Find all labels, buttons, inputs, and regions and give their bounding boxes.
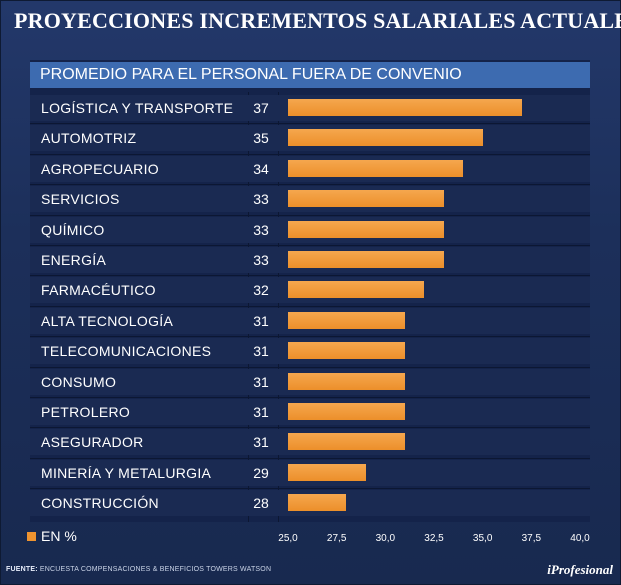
- bar: [288, 129, 483, 147]
- bar: [288, 159, 464, 177]
- value-label: 31: [253, 312, 269, 329]
- chart-title: PROYECCIONES INCREMENTOS SALARIALES ACTU…: [14, 8, 621, 33]
- bar: [288, 372, 405, 390]
- value-label: 29: [253, 464, 269, 481]
- x-tick-label: 27,5: [326, 533, 347, 544]
- column-separator: [278, 92, 279, 522]
- row-divider: [30, 245, 590, 246]
- value-label: 33: [253, 221, 269, 238]
- category-label: MINERÍA Y METALURGIA: [41, 464, 212, 481]
- x-tick-label: 25,0: [278, 533, 298, 544]
- category-label: ALTA TECNOLOGÍA: [41, 312, 174, 329]
- value-label: 31: [253, 343, 269, 360]
- x-tick-label: 35,0: [472, 533, 493, 544]
- legend-swatch: [27, 532, 36, 541]
- category-label: CONSTRUCCIÓN: [41, 495, 159, 512]
- bar: [288, 433, 405, 451]
- row-divider: [30, 397, 590, 398]
- brand-logo: iProfesional: [547, 562, 613, 577]
- bar: [288, 220, 444, 238]
- column-separator: [248, 92, 249, 522]
- bar: [288, 463, 366, 481]
- value-label: 34: [253, 160, 269, 177]
- bar: [288, 494, 347, 512]
- category-label: FARMACÉUTICO: [41, 282, 156, 299]
- category-label: CONSUMO: [41, 373, 117, 390]
- value-label: 28: [253, 495, 269, 512]
- row-divider: [30, 305, 590, 307]
- category-label: QUÍMICO: [41, 221, 105, 238]
- row-divider: [30, 336, 590, 338]
- source-text: ENCUESTA COMPENSACIONES & BENEFICIOS TOW…: [39, 566, 272, 573]
- x-tick-label: 40,0: [570, 533, 590, 544]
- category-label: AUTOMOTRIZ: [41, 130, 137, 147]
- row-divider: [30, 153, 590, 155]
- value-label: 37: [253, 100, 269, 116]
- chart-subtitle: PROMEDIO PARA EL PERSONAL FUERA DE CONVE…: [30, 62, 590, 88]
- row-divider: [30, 457, 590, 459]
- x-tick-label: 37,5: [521, 533, 542, 544]
- category-label: SERVICIOS: [41, 191, 120, 208]
- source-note: FUENTE: ENCUESTA COMPENSACIONES & BENEFI…: [6, 566, 271, 573]
- x-tick-label: 32,5: [424, 533, 444, 544]
- row-divider: [30, 488, 590, 490]
- value-label: 31: [253, 404, 269, 420]
- category-label: ASEGURADOR: [41, 434, 144, 451]
- bar: [288, 251, 444, 268]
- value-label: 32: [253, 282, 269, 299]
- value-label: 33: [253, 252, 269, 268]
- bar: [288, 190, 444, 208]
- value-label: 33: [253, 191, 269, 208]
- legend-label: EN %: [41, 528, 77, 544]
- category-label: PETROLERO: [41, 404, 131, 420]
- source-label: FUENTE:: [6, 566, 38, 573]
- bar: [288, 311, 405, 329]
- category-label: TELECOMUNICACIONES: [41, 343, 212, 360]
- value-label: 31: [253, 373, 269, 390]
- row-divider: [30, 214, 590, 216]
- category-label: LOGÍSTICA Y TRANSPORTE: [41, 100, 234, 116]
- row-divider: [30, 275, 590, 277]
- value-label: 31: [253, 434, 269, 451]
- row-divider: [30, 427, 590, 429]
- row-divider: [30, 184, 590, 186]
- bar: [288, 342, 405, 360]
- category-label: AGROPECUARIO: [41, 160, 159, 177]
- row-divider: [30, 366, 590, 368]
- category-label: ENERGÍA: [41, 252, 107, 268]
- bar: [288, 99, 522, 116]
- value-label: 35: [253, 130, 269, 147]
- bar: [288, 281, 425, 299]
- bar: [288, 403, 405, 420]
- row-divider: [30, 123, 590, 125]
- x-tick-label: 30,0: [375, 533, 396, 544]
